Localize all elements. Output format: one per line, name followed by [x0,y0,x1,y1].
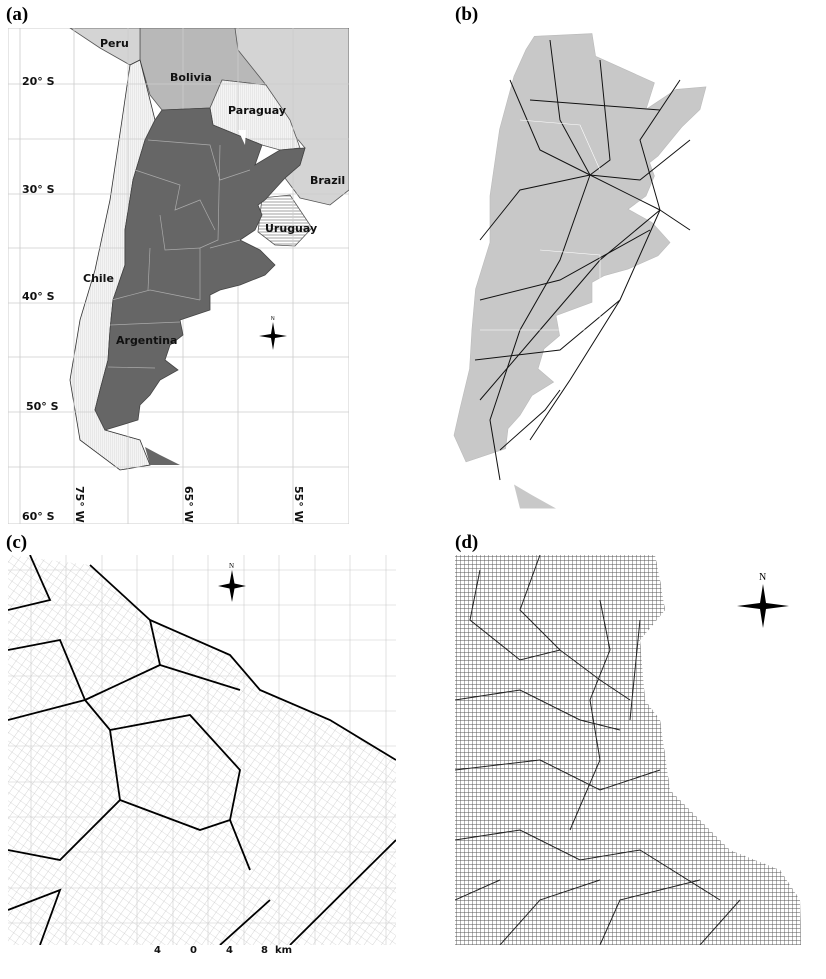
province-borders-b [480,119,601,331]
lat-label: 50° S [26,400,59,413]
lat-label: 20° S [22,75,55,88]
lon-label: 55° W [292,486,305,523]
urban-streets [8,555,396,945]
longitude-labels: 75° W 65° W 55° W [73,486,305,523]
north-label: N [759,572,766,583]
label-peru: Peru [100,37,129,50]
panel-label-d: (d) [455,532,479,553]
map-panel-a: Peru Bolivia Paraguay Brazil Uruguay Chi… [8,28,349,524]
north-arrow-icon: N [218,562,246,602]
map-panel-c: N [8,555,396,964]
scale-tick: 0 [190,945,197,956]
district-borders [8,555,396,945]
label-bolivia: Bolivia [170,71,212,84]
panel-label-c: (c) [6,532,28,553]
label-brazil: Brazil [310,174,345,187]
scale-tick: 8 [261,945,268,956]
label-paraguay: Paraguay [228,104,286,117]
north-label: N [229,562,234,570]
lon-label: 65° W [182,486,195,523]
uruguay-region [257,194,313,247]
scale-labels: 4 0 4 8 km [154,945,292,956]
scale-tick: 4 [226,945,233,956]
map-panel-d [455,555,801,945]
label-chile: Chile [83,272,114,285]
panel-label-b: (b) [455,4,479,25]
country-labels: Peru Bolivia Paraguay Brazil Uruguay Chi… [83,37,345,347]
scale-bar [156,957,262,964]
north-arrow-icon: N [737,572,789,628]
scale-tick: 4 [154,945,161,956]
panel-label-a: (a) [6,4,29,25]
north-arrow-icon: N [259,316,287,350]
lat-label: 40° S [22,290,55,303]
north-label: N [271,316,275,322]
province-borders [107,139,251,369]
lon-label: 75° W [73,486,86,523]
map-panel-b [453,32,707,509]
grid [8,555,396,945]
latitude-labels: 20° S 30° S 40° S 50° S 60° S [22,75,59,523]
lat-label: 30° S [22,183,55,196]
district-borders-d [455,555,741,945]
lat-label: 60° S [22,510,55,523]
tierra-del-fuego [145,447,180,465]
label-uruguay: Uruguay [265,222,317,235]
grid-cells [455,555,801,945]
label-argentina: Argentina [116,334,177,347]
scale-unit: km [275,945,292,956]
